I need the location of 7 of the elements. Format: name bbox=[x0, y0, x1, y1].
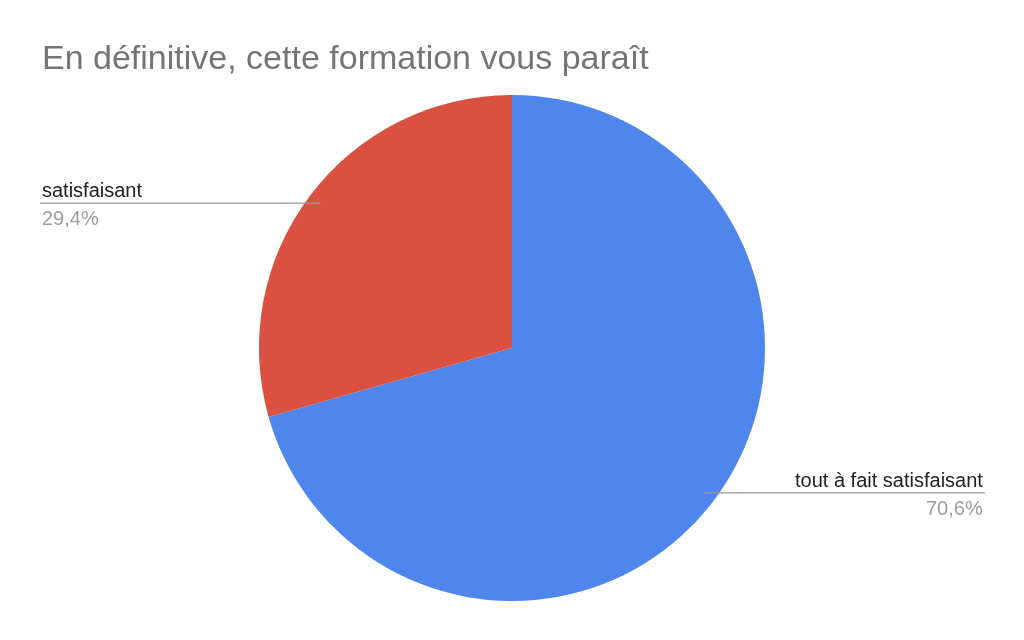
pie-slice bbox=[268, 95, 765, 601]
data-label: 29,4% bbox=[42, 207, 99, 229]
data-label: 70,6% bbox=[926, 497, 983, 519]
pie-slice bbox=[259, 95, 512, 418]
chart-title: En définitive, cette formation vous paraît bbox=[42, 37, 650, 76]
slice-label: tout à fait satisfaisant bbox=[795, 469, 984, 491]
slice-label: satisfaisant bbox=[42, 179, 143, 201]
